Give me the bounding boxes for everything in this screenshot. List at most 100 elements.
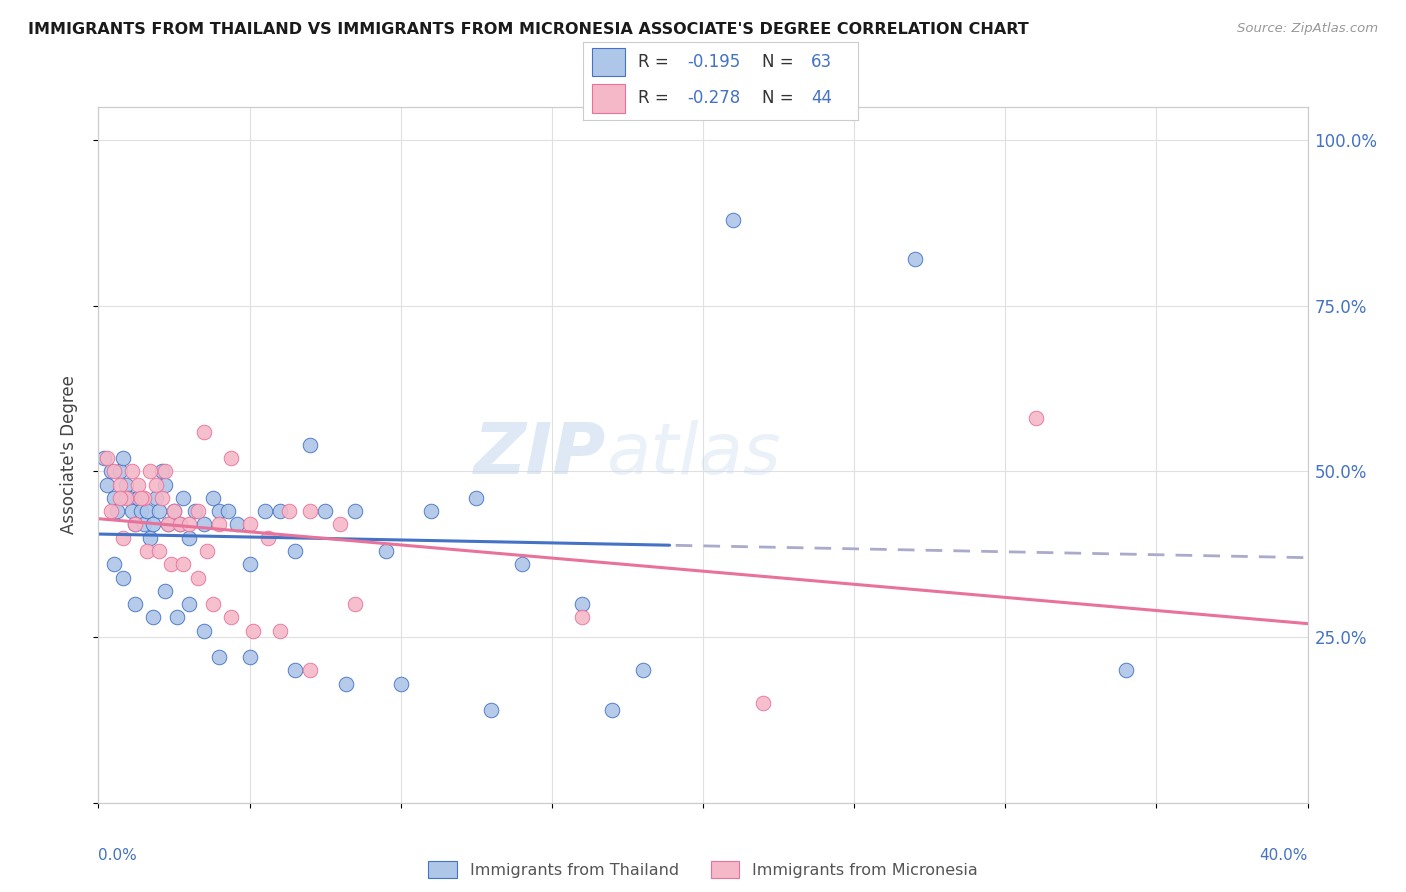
Point xyxy=(344,504,367,518)
Point xyxy=(148,504,170,518)
Point xyxy=(103,558,125,572)
Point xyxy=(166,610,188,624)
Point xyxy=(571,597,593,611)
Point xyxy=(420,504,443,518)
Point xyxy=(299,663,322,677)
Point xyxy=(239,558,262,572)
Point xyxy=(132,491,155,505)
Text: 40.0%: 40.0% xyxy=(1260,848,1308,863)
Point xyxy=(184,504,207,518)
Point xyxy=(299,504,322,518)
Text: Source: ZipAtlas.com: Source: ZipAtlas.com xyxy=(1237,22,1378,36)
Point xyxy=(124,517,146,532)
Point xyxy=(179,597,201,611)
Point xyxy=(602,703,624,717)
Point xyxy=(145,491,167,505)
Point xyxy=(169,517,191,532)
Point xyxy=(100,465,122,479)
Point xyxy=(93,451,115,466)
Point xyxy=(314,504,336,518)
Text: -0.278: -0.278 xyxy=(688,89,741,107)
Point xyxy=(510,558,533,572)
Text: R =: R = xyxy=(638,89,675,107)
Point xyxy=(284,663,307,677)
Point xyxy=(631,663,654,677)
Point xyxy=(124,597,146,611)
Point xyxy=(256,531,278,545)
Point xyxy=(195,544,218,558)
Point xyxy=(193,517,215,532)
Text: 0.0%: 0.0% xyxy=(98,848,138,863)
Point xyxy=(127,477,149,491)
Point xyxy=(153,583,176,598)
Point xyxy=(221,451,243,466)
Point xyxy=(148,544,170,558)
Point xyxy=(139,531,162,545)
Point xyxy=(465,491,488,505)
Point xyxy=(100,504,122,518)
Point xyxy=(156,517,179,532)
Point xyxy=(239,650,262,665)
Text: N =: N = xyxy=(762,89,799,107)
Point xyxy=(208,504,231,518)
Point xyxy=(221,610,243,624)
Point xyxy=(150,491,173,505)
Text: N =: N = xyxy=(762,53,799,71)
Point xyxy=(139,465,162,479)
Point xyxy=(1024,411,1046,425)
Point xyxy=(103,491,125,505)
Point xyxy=(163,504,186,518)
Point xyxy=(571,610,593,624)
Point xyxy=(904,252,927,267)
Point xyxy=(217,504,239,518)
Legend: Immigrants from Thailand, Immigrants from Micronesia: Immigrants from Thailand, Immigrants fro… xyxy=(427,861,979,879)
Point xyxy=(172,491,194,505)
Point xyxy=(208,650,231,665)
Point xyxy=(187,504,209,518)
Point xyxy=(193,425,215,439)
Bar xyxy=(592,85,624,112)
Point xyxy=(111,531,134,545)
Point xyxy=(108,465,131,479)
Point xyxy=(226,517,249,532)
Text: 44: 44 xyxy=(811,89,832,107)
Point xyxy=(239,517,262,532)
Point xyxy=(169,517,191,532)
Point xyxy=(111,570,134,584)
Text: R =: R = xyxy=(638,53,675,71)
Point xyxy=(121,465,143,479)
Text: -0.195: -0.195 xyxy=(688,53,741,71)
Point xyxy=(135,504,157,518)
Point xyxy=(723,212,745,227)
Point xyxy=(202,597,225,611)
Point xyxy=(156,517,179,532)
Point xyxy=(277,504,299,518)
Point xyxy=(129,491,152,505)
Point xyxy=(374,544,396,558)
Point xyxy=(1115,663,1137,677)
Point xyxy=(142,517,165,532)
Y-axis label: Associate's Degree: Associate's Degree xyxy=(59,376,77,534)
Point xyxy=(129,504,152,518)
Point xyxy=(103,465,125,479)
Point xyxy=(135,544,157,558)
Point xyxy=(269,504,291,518)
Text: 63: 63 xyxy=(811,53,832,71)
Point xyxy=(193,624,215,638)
Point xyxy=(187,570,209,584)
Point xyxy=(202,491,225,505)
Point xyxy=(108,477,131,491)
Point xyxy=(118,491,141,505)
Point xyxy=(299,438,322,452)
Point xyxy=(284,544,307,558)
Point xyxy=(242,624,264,638)
Point xyxy=(142,610,165,624)
Point xyxy=(329,517,352,532)
Point xyxy=(752,697,775,711)
Point xyxy=(344,597,367,611)
Point xyxy=(127,491,149,505)
Point xyxy=(481,703,503,717)
Point xyxy=(153,465,176,479)
Text: ZIP: ZIP xyxy=(474,420,606,490)
Point xyxy=(145,477,167,491)
